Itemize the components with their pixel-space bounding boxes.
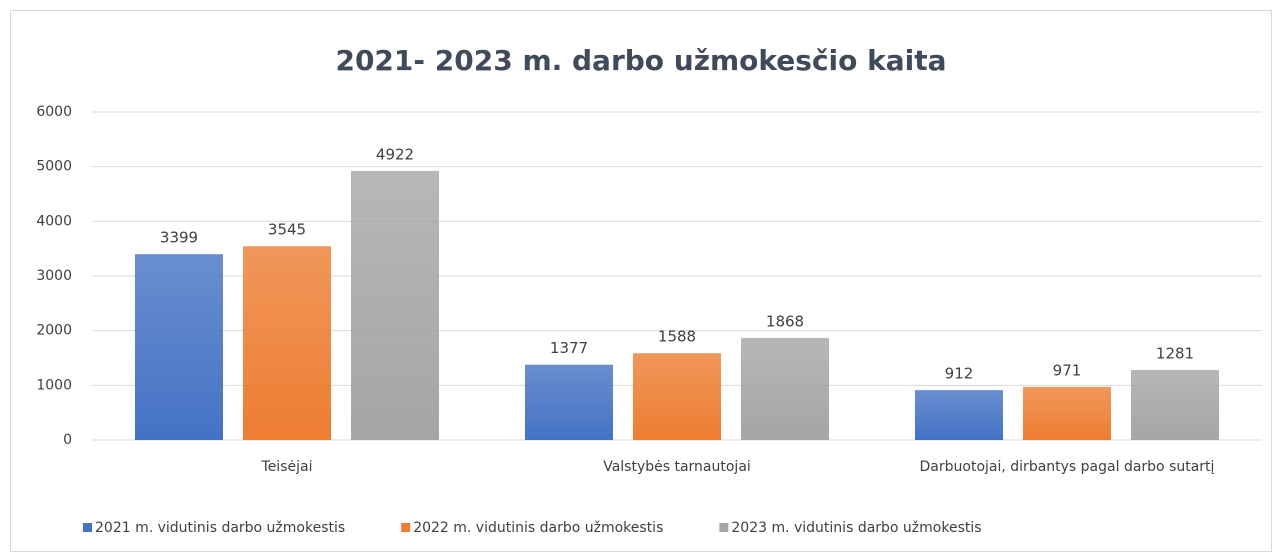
- data-label: 1868: [766, 312, 804, 330]
- bar: [243, 246, 331, 440]
- y-tick-label: 1000: [36, 377, 72, 393]
- data-label: 1281: [1156, 344, 1194, 362]
- x-tick-label: Valstybės tarnautojai: [603, 459, 751, 475]
- bar: [633, 353, 721, 440]
- data-label: 971: [1053, 361, 1082, 379]
- legend-label: 2021 m. vidutinis darbo užmokestis: [95, 520, 345, 536]
- bar: [351, 170, 439, 440]
- bar: [135, 254, 223, 440]
- bar: [1023, 386, 1111, 440]
- bar: [1131, 369, 1219, 440]
- data-label: 3399: [160, 229, 198, 247]
- legend-label: 2023 m. vidutinis darbo užmokestis: [731, 520, 981, 536]
- legend-swatch: [83, 523, 92, 532]
- legend-swatch: [401, 523, 411, 532]
- y-tick-label: 6000: [36, 104, 72, 120]
- data-label: 4922: [376, 145, 414, 163]
- data-label: 912: [945, 365, 974, 383]
- x-tick-label: Darbuotojai, dirbantys pagal darbo sutar…: [920, 459, 1215, 475]
- y-tick-label: 4000: [36, 213, 72, 229]
- y-tick-label: 2000: [36, 323, 72, 339]
- x-tick-label: Teisėjai: [261, 459, 313, 475]
- legend-label: 2022 m. vidutinis darbo užmokestis: [413, 520, 663, 536]
- legend-swatch: [719, 523, 729, 532]
- y-tick-label: 0: [63, 432, 72, 448]
- data-label: 3545: [268, 221, 306, 239]
- y-tick-label: 5000: [36, 159, 72, 175]
- data-label: 1377: [550, 339, 588, 357]
- bar: [915, 390, 1003, 440]
- bar: [525, 364, 613, 440]
- y-tick-label: 3000: [36, 268, 72, 284]
- chart-title: 2021- 2023 m. darbo užmokesčio kaita: [335, 44, 946, 77]
- data-label: 1588: [658, 328, 696, 346]
- bar: [741, 337, 829, 440]
